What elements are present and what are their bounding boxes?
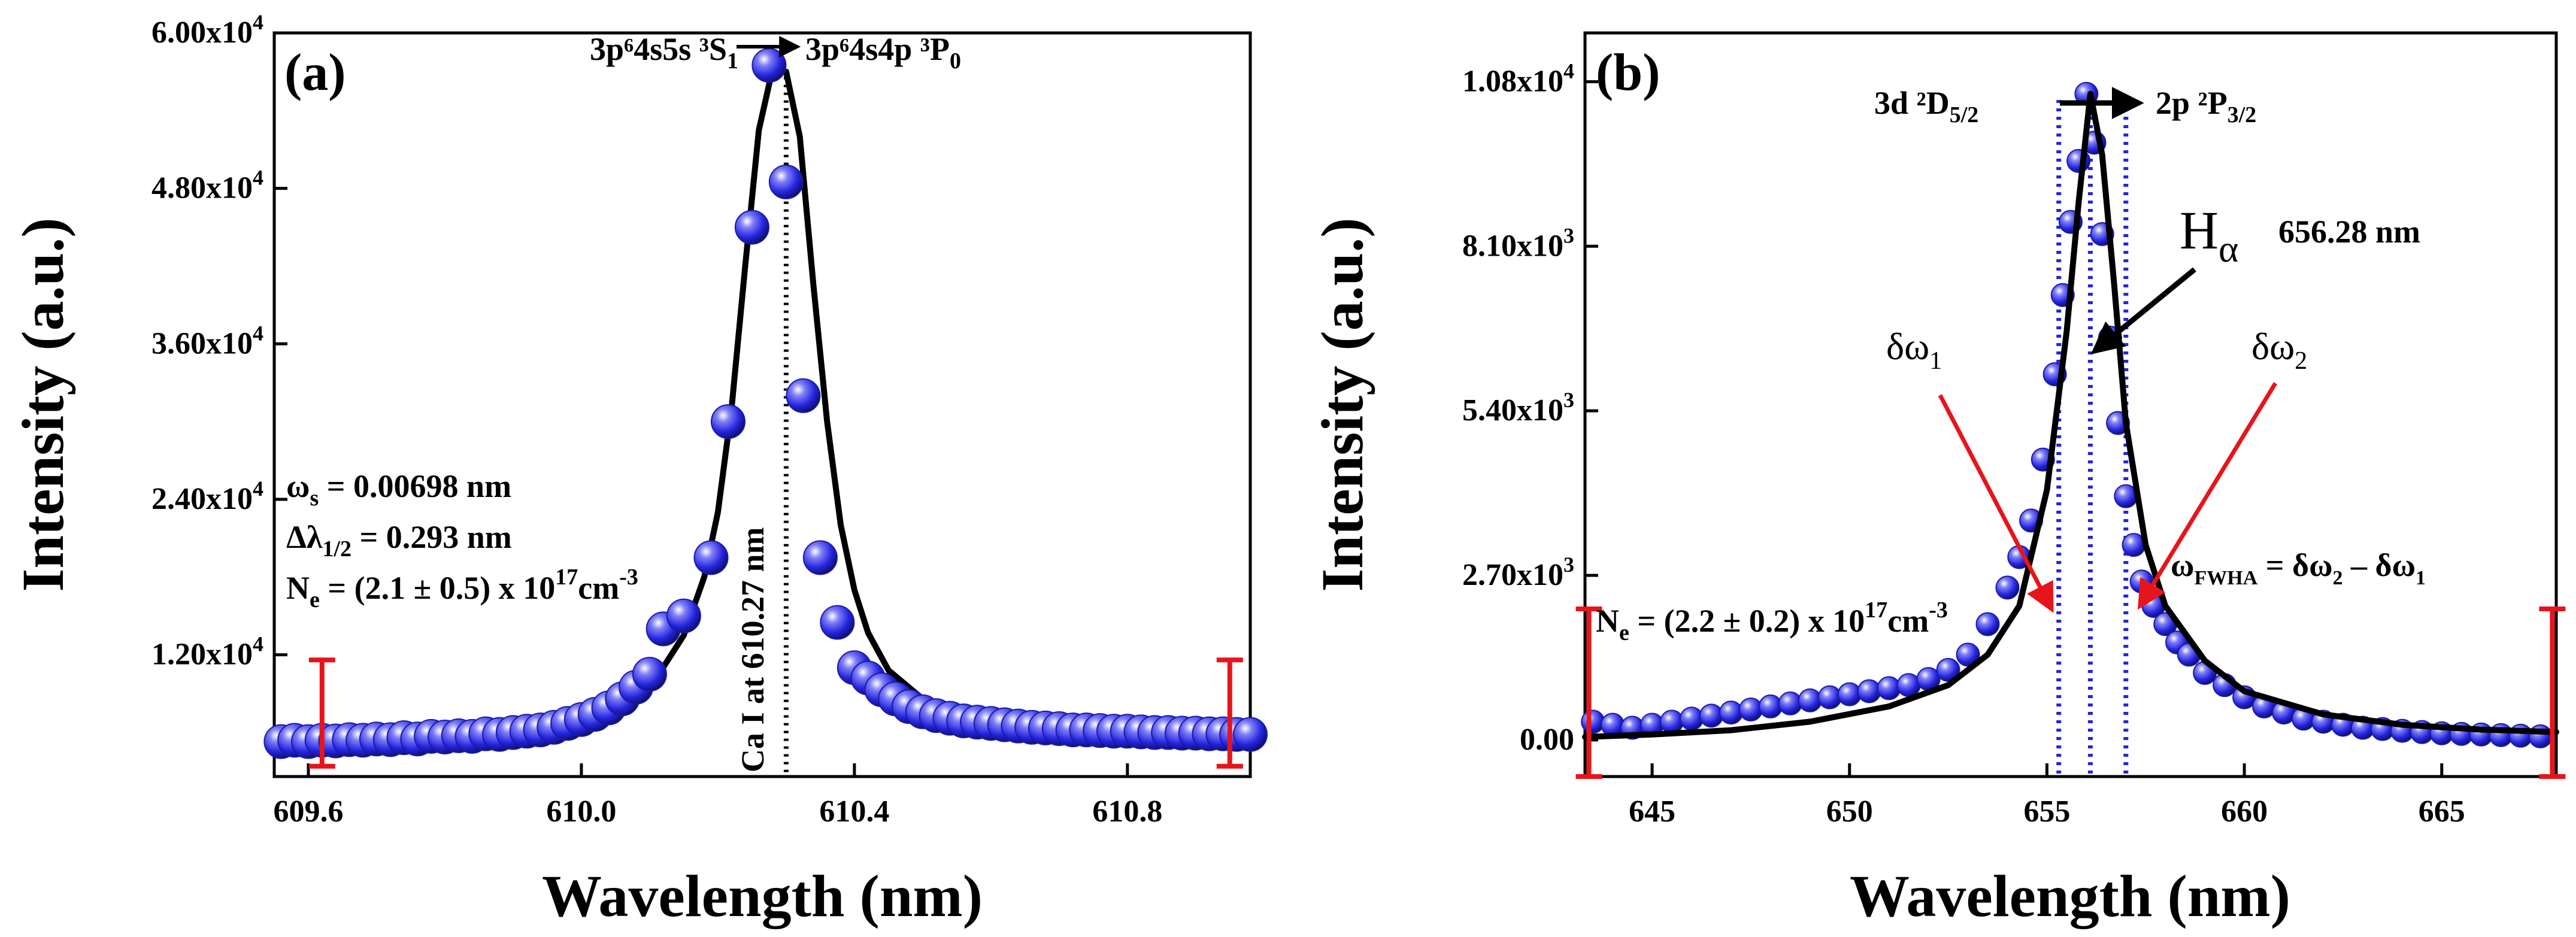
data-markers-b [1581, 81, 2553, 748]
omega-s-annotation: ωs = 0.00698 nm [286, 468, 511, 511]
x-axis-ticks-a: 609.6 610.0 610.4 610.8 [273, 763, 1162, 829]
error-bars-a [308, 657, 1243, 769]
data-point [1581, 709, 1605, 734]
y-tick-label: 4.80x104 [151, 166, 263, 205]
y-tick-label: 5.40x103 [1462, 388, 1574, 427]
data-point [693, 540, 729, 575]
y-tick-label: 0.00 [1520, 723, 1574, 757]
x-tick-label: 610.4 [819, 795, 889, 829]
panel-label-b: (b) [1596, 44, 1660, 102]
transition-label-a: 3p⁶4s5s ³S1 [590, 31, 738, 74]
transition-upper-sub-b: 5/2 [1950, 102, 1979, 128]
data-point [1758, 694, 1783, 718]
y-tick-label: 8.10x103 [1462, 223, 1574, 263]
data-point [1719, 701, 1743, 725]
x-tick-label: 665 [2419, 795, 2465, 829]
data-point [711, 404, 746, 439]
delta-omega-2-arrow [2137, 382, 2277, 610]
panel-b: 0.00 2.70x103 5.40x103 8.10x103 1.08x104 645… [1309, 31, 2566, 929]
y-tick-label: 1.08x104 [1462, 59, 1574, 98]
x-tick-label: 610.8 [1092, 795, 1162, 829]
transition-upper-b: 3d ²D [1874, 85, 1950, 121]
data-point [751, 48, 787, 83]
data-point [666, 598, 701, 633]
data-point [820, 605, 855, 640]
y-tick-label: 2.40x104 [151, 477, 263, 516]
data-point [734, 210, 769, 245]
data-point [1956, 642, 1980, 667]
h-alpha-label: Hα [2180, 201, 2239, 270]
y-axis-ticks-a: 1.20x104 2.40x104 3.60x104 4.80x104 6.00x104 [151, 10, 287, 672]
data-point [632, 657, 667, 692]
transition-upper-a: 3p⁶4s5s ³S [590, 31, 727, 67]
dotted-guide-lines-b [2056, 99, 2129, 777]
x-axis-ticks-b: 645 650 655 660 665 [1629, 763, 2465, 829]
transition-lower-label-b: 2p ²P3/2 [2156, 85, 2256, 128]
data-point [1778, 691, 1802, 715]
y-axis-ticks-b: 0.00 2.70x103 5.40x103 8.10x103 1.08x104 [1462, 59, 1598, 757]
x-tick-label: 660 [2221, 795, 2268, 829]
x-tick-label: 655 [2023, 795, 2070, 829]
transition-label-b: 3d ²D5/2 [1874, 85, 1978, 128]
plot-frame-a [272, 31, 1252, 778]
y-tick-label: 1.20x104 [151, 632, 263, 672]
y-tick-label: 6.00x104 [151, 10, 263, 50]
data-point [1837, 682, 1862, 706]
plot-frame-b [1583, 31, 2558, 778]
data-point [802, 540, 838, 575]
data-markers-a [263, 48, 1268, 759]
data-point [1877, 676, 1901, 701]
data-point [1233, 717, 1268, 752]
h-alpha-arrow [2090, 267, 2196, 354]
x-tick-label: 609.6 [273, 795, 343, 829]
data-point [1699, 703, 1723, 728]
data-point [1680, 706, 1704, 731]
transition-lower-sub-b: 3/2 [2228, 102, 2257, 128]
x-tick-label: 610.0 [546, 795, 616, 829]
transition-lower-b: 2p ²P [2156, 85, 2228, 121]
panel-a: 1.20x104 2.40x104 3.60x104 4.80x104 6.00x104… [10, 10, 1268, 929]
data-point [1975, 612, 2000, 636]
y-axis-label-b: Intensity (a.u.) [1309, 217, 1375, 592]
data-point [786, 378, 821, 413]
data-point [1817, 685, 1842, 709]
data-point [1857, 679, 1881, 703]
delta-omega-2-label: δω2 [2251, 325, 2307, 375]
data-point [768, 164, 804, 199]
fwha-formula: ωFWHA = δω2 – δω1 [2171, 547, 2426, 589]
ca-line-label: Ca I at 610.27 nm [735, 527, 771, 772]
data-point [1936, 657, 1960, 682]
delta-omega-1-arrow [1938, 394, 2054, 613]
y-axis-label-a: Intensity (a.u.) [10, 217, 76, 592]
fit-line-b [1582, 90, 2559, 740]
panel-label-a: (a) [284, 44, 346, 102]
ne-annotation-a: Ne = (2.1 ± 0.5) x 1017cm-3 [286, 565, 638, 612]
data-point [1738, 698, 1763, 722]
data-point [1798, 688, 1822, 712]
x-axis-label-a: Wavelength (nm) [542, 863, 983, 929]
transition-lower-sub-a: 0 [950, 48, 961, 74]
transition-upper-sub-a: 1 [727, 48, 738, 74]
transition-lower-label-a: 3p⁶4s4p ³P0 [805, 31, 961, 74]
y-tick-label: 2.70x103 [1462, 553, 1574, 592]
x-axis-label-b: Wavelength (nm) [1850, 863, 2290, 929]
data-point [1995, 575, 2020, 600]
error-bars-b [1575, 607, 2566, 779]
delta-omega-1-label: δω1 [1886, 325, 1942, 375]
x-tick-label: 645 [1629, 795, 1675, 829]
y-tick-label: 3.60x104 [151, 321, 263, 360]
fit-curve [1582, 90, 2559, 740]
delta-lambda-annotation: Δλ1/2 = 0.293 nm [286, 519, 512, 562]
data-point [1660, 709, 1684, 734]
transition-lower-a: 3p⁶4s4p ³P [805, 31, 950, 67]
x-tick-label: 650 [1826, 795, 1873, 829]
ne-annotation-b: Ne = (2.2 ± 0.2) x 1017cm-3 [1596, 598, 1948, 645]
h-alpha-wavelength: 656.28 nm [2278, 214, 2420, 250]
